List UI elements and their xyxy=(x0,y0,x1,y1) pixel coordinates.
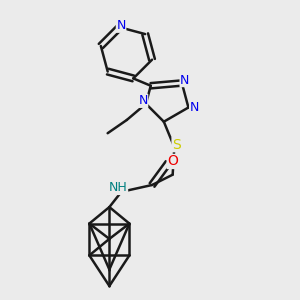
Text: N: N xyxy=(116,19,126,32)
Text: NH: NH xyxy=(109,182,128,194)
Text: N: N xyxy=(138,94,148,107)
Text: O: O xyxy=(167,154,178,168)
Text: N: N xyxy=(190,101,199,114)
Text: S: S xyxy=(172,138,181,152)
Text: N: N xyxy=(180,74,190,87)
